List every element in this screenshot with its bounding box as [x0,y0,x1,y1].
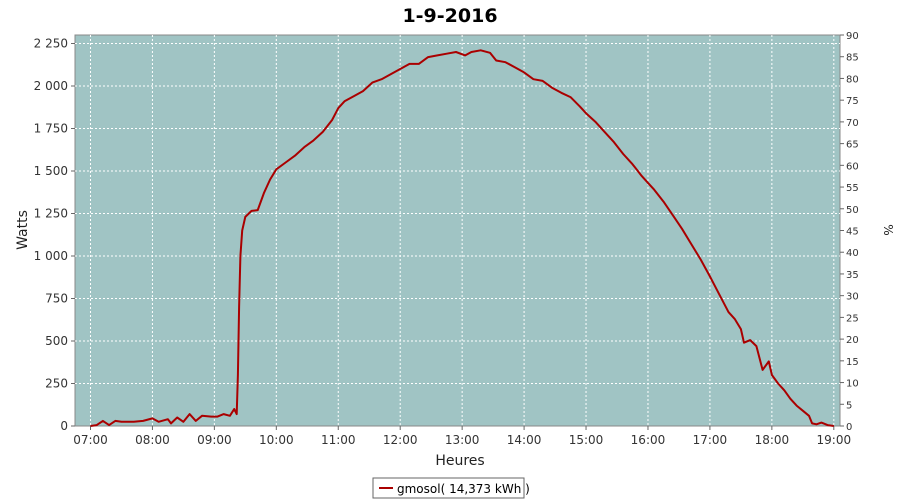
legend: gmosol( 14,373 kWh ) [372,477,530,499]
x-tick-label: 07:00 [73,433,108,447]
series-line-gmosol [90,49,834,427]
y-axis-label: Watts [15,210,31,250]
x-tick-label: 14:00 [507,433,542,447]
y-axis-right: 0 5 10 15 20 25 30 35 40 45 50 55 60 65 70 75 80 85 90 [840,31,859,433]
y-tick-label: 2 250 [34,37,68,51]
y2-tick-label: 35 [846,270,859,281]
chart-title: 1-9-2016 [402,5,497,27]
x-tick-label: 12:00 [383,433,418,447]
y2-tick-label: 30 [846,292,859,303]
series-layer [90,49,834,427]
y2-tick-label: 5 [846,400,852,411]
y2-tick-label: 60 [846,161,859,172]
y-tick-label: 1 750 [34,122,68,136]
y2-tick-label: 40 [846,248,859,259]
y2-tick-label: 80 [846,74,859,85]
y2-tick-label: 45 [846,227,859,238]
x-tick-label: 19:00 [817,433,852,447]
y2-tick-label: 15 [846,357,859,368]
grid-lines [75,35,840,426]
y2-tick-label: 70 [846,118,859,129]
y2-tick-label: 50 [846,205,859,216]
x-tick-label: 17:00 [693,433,728,447]
y-tick-label: 1 500 [34,164,68,178]
x-tick-label: 15:00 [569,433,604,447]
y2-tick-label: 75 [846,96,859,107]
y2-tick-label: 65 [846,140,859,151]
y-axis-left: 0 250 500 750 1 000 1 250 1 500 1 750 2 000 2 250 [34,37,75,433]
plot-area [74,34,841,427]
legend-label: gmosol( 14,373 kWh ) [397,482,530,496]
y2-tick-label: 20 [846,335,859,346]
x-axis-label: Heures [435,453,484,469]
y-tick-label: 250 [45,377,68,391]
y-tick-label: 500 [45,334,68,348]
y-tick-label: 2 000 [34,79,68,93]
y2-tick-label: 85 [846,53,859,64]
y-tick-label: 1 250 [34,207,68,221]
x-tick-label: 18:00 [755,433,790,447]
x-tick-label: 11:00 [321,433,356,447]
x-axis: 07:00 08:00 09:00 10:00 11:00 12:00 13:00 14:00… [73,426,851,447]
x-tick-label: 09:00 [197,433,232,447]
x-tick-label: 13:00 [445,433,480,447]
y2-tick-label: 25 [846,313,859,324]
legend-box [372,477,525,499]
y-tick-label: 0 [60,419,68,433]
y2-tick-label: 90 [846,31,859,42]
y2-tick-label: 0 [846,422,852,433]
y-tick-label: 750 [45,292,68,306]
x-tick-label: 16:00 [631,433,666,447]
y2-tick-label: 10 [846,379,859,390]
y2-tick-label: 55 [846,183,859,194]
x-tick-label: 10:00 [259,433,294,447]
x-tick-label: 08:00 [135,433,170,447]
y-tick-label: 1 000 [34,249,68,263]
y2-axis-label: % [881,224,895,235]
